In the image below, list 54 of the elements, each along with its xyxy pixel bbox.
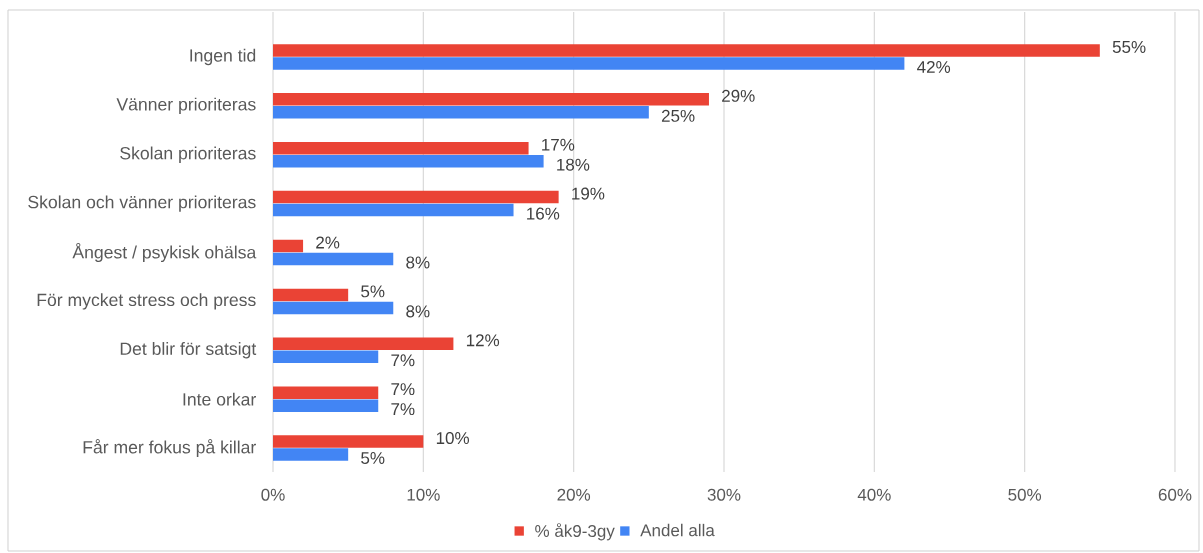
data-label: 10%: [436, 432, 470, 445]
bar: [273, 44, 1100, 57]
data-label: 19%: [572, 187, 605, 200]
data-label: 55%: [1112, 40, 1146, 53]
bar: [273, 435, 424, 448]
y-tick-label: För mycket stress och press: [37, 293, 256, 310]
bar: [273, 57, 905, 70]
x-tick-label: 50%: [1008, 488, 1042, 501]
y-tick-label: Inte orkar: [183, 392, 256, 406]
y-tick-label: Vänner prioriteras: [116, 97, 256, 115]
y-tick-label: Skolan och vänner prioriteras: [28, 195, 256, 212]
bar: [273, 190, 559, 204]
data-label: 8%: [406, 256, 430, 269]
bar: [273, 141, 529, 155]
bar: [273, 93, 709, 106]
bar: [273, 301, 394, 315]
legend-label: Andel alla: [640, 523, 715, 537]
bar: [273, 106, 649, 119]
data-label: 12%: [466, 334, 500, 347]
data-label: 5%: [361, 452, 385, 465]
data-label: 5%: [361, 285, 385, 298]
x-tick-label: 10%: [407, 488, 440, 501]
bar: [273, 288, 349, 302]
bar: [273, 350, 379, 364]
bar: [273, 203, 514, 217]
x-tick-label: 0%: [261, 488, 285, 501]
y-tick-label: Skolan prioriteras: [120, 146, 256, 163]
x-tick-label: 20%: [557, 488, 591, 501]
x-tick-label: 30%: [707, 488, 741, 501]
data-label: 29%: [722, 89, 755, 102]
data-label: 8%: [406, 305, 430, 318]
bar: [273, 448, 349, 461]
data-label: 16%: [527, 207, 560, 220]
data-label: 7%: [391, 403, 415, 416]
bar: [273, 154, 544, 168]
data-label: 7%: [391, 383, 415, 396]
data-label: 2%: [316, 236, 340, 249]
y-tick-label: Får mer fokus på killar: [83, 439, 256, 457]
y-tick-label: Ångest / psykisk ohälsa: [72, 242, 257, 263]
bar: [273, 386, 379, 399]
data-label: 17%: [542, 138, 575, 151]
y-tick-label: Det blir för satsigt: [120, 342, 257, 359]
data-label: 25%: [661, 109, 695, 122]
bar: [273, 252, 394, 266]
data-label: 18%: [557, 158, 590, 171]
bar: [273, 239, 304, 253]
x-tick-label: 40%: [857, 488, 891, 501]
bar: [273, 399, 379, 412]
data-label: 7%: [391, 354, 415, 367]
x-tick-label: 60%: [1158, 488, 1192, 501]
data-label: 42%: [917, 60, 951, 73]
legend-label: % åk9-3gy: [535, 523, 615, 541]
bar: [273, 337, 454, 351]
y-tick-label: Ingen tid: [190, 48, 256, 66]
